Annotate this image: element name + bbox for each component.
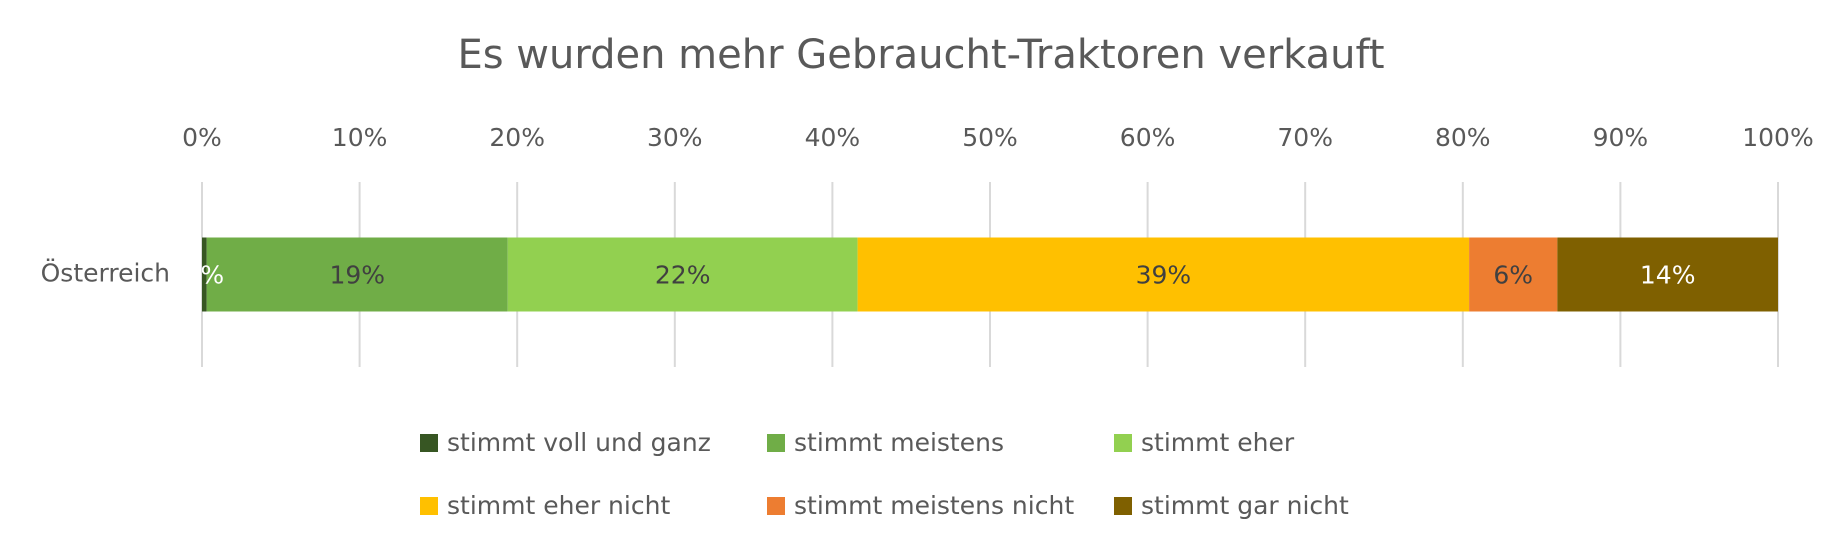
- x-tick-label: 20%: [489, 123, 545, 152]
- x-tick-label: 60%: [1120, 123, 1176, 152]
- x-tick-label: 0%: [182, 123, 222, 152]
- x-tick-label: 70%: [1277, 123, 1333, 152]
- legend-label: stimmt eher nicht: [447, 491, 670, 520]
- legend-swatch: [420, 434, 438, 452]
- bar-segment: [206, 237, 508, 312]
- legend-swatch: [420, 497, 438, 515]
- legend-swatch: [1114, 434, 1132, 452]
- x-tick-label: 90%: [1593, 123, 1649, 152]
- bar-segment: [1557, 237, 1778, 312]
- data-label: 39%: [1136, 261, 1192, 290]
- x-tick-label: 80%: [1435, 123, 1491, 152]
- x-tick-label: 10%: [332, 123, 388, 152]
- legend-label: stimmt gar nicht: [1141, 491, 1349, 520]
- x-tick-label: 50%: [962, 123, 1018, 152]
- chart-title: Es wurden mehr Gebraucht-Traktoren verka…: [457, 32, 1384, 78]
- bar-segment: [202, 237, 207, 312]
- y-tick-label: Österreich: [41, 259, 170, 288]
- bar-segment: [507, 237, 858, 312]
- data-label: 6%: [1493, 261, 1533, 290]
- legend-swatch: [767, 497, 785, 515]
- data-label: 19%: [329, 261, 385, 290]
- legend-label: stimmt eher: [1141, 428, 1295, 457]
- bar-segment: [857, 237, 1470, 312]
- x-tick-label: 100%: [1742, 123, 1813, 152]
- legend-label: stimmt meistens: [794, 428, 1004, 457]
- legend-swatch: [1114, 497, 1132, 515]
- legend-label: stimmt voll und ganz: [447, 428, 711, 457]
- legend-label: stimmt meistens nicht: [794, 491, 1074, 520]
- data-label: 0%: [185, 261, 225, 290]
- data-label: 22%: [655, 261, 711, 290]
- x-tick-label: 40%: [805, 123, 861, 152]
- legend-swatch: [767, 434, 785, 452]
- x-tick-label: 30%: [647, 123, 703, 152]
- data-label: 14%: [1640, 261, 1696, 290]
- bar-segment: [1469, 237, 1558, 312]
